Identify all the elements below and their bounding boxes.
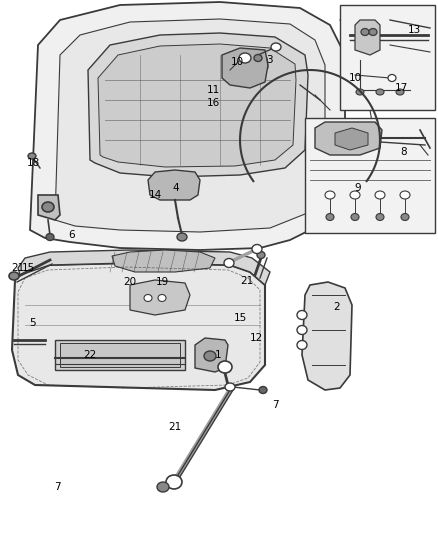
Ellipse shape	[326, 214, 334, 221]
Text: 14: 14	[148, 190, 162, 200]
Text: 22: 22	[83, 350, 97, 360]
Ellipse shape	[271, 43, 281, 51]
Ellipse shape	[325, 191, 335, 199]
Ellipse shape	[9, 272, 19, 280]
Ellipse shape	[239, 53, 251, 63]
Bar	[60, 343, 180, 367]
Ellipse shape	[351, 214, 359, 221]
Ellipse shape	[157, 482, 169, 492]
Text: 3: 3	[266, 55, 272, 65]
Ellipse shape	[204, 351, 216, 361]
Polygon shape	[195, 338, 228, 372]
Ellipse shape	[350, 191, 360, 199]
Ellipse shape	[388, 75, 396, 82]
Ellipse shape	[361, 28, 369, 36]
Text: 10: 10	[230, 57, 244, 67]
Bar	[55, 340, 185, 370]
Ellipse shape	[225, 383, 235, 391]
Ellipse shape	[297, 311, 307, 319]
Polygon shape	[88, 33, 308, 177]
Text: 11: 11	[206, 85, 219, 95]
Polygon shape	[112, 250, 215, 272]
Bar	[340, 5, 435, 110]
Ellipse shape	[297, 326, 307, 335]
Text: 9: 9	[355, 183, 361, 193]
Ellipse shape	[396, 89, 404, 95]
Ellipse shape	[259, 386, 267, 393]
Text: 12: 12	[249, 333, 263, 343]
Text: 20: 20	[124, 277, 137, 287]
Text: 17: 17	[394, 83, 408, 93]
Text: 7: 7	[272, 400, 278, 410]
Polygon shape	[18, 250, 270, 285]
Polygon shape	[98, 44, 296, 167]
Ellipse shape	[177, 233, 187, 241]
Text: 8: 8	[401, 147, 407, 157]
Ellipse shape	[376, 214, 384, 221]
Ellipse shape	[356, 89, 364, 95]
Polygon shape	[355, 20, 380, 55]
Text: 2: 2	[334, 302, 340, 312]
Ellipse shape	[252, 245, 262, 254]
Ellipse shape	[297, 341, 307, 350]
Text: 6: 6	[69, 230, 75, 240]
Bar	[305, 118, 435, 233]
Polygon shape	[38, 195, 60, 220]
Ellipse shape	[254, 54, 262, 61]
Text: 15: 15	[233, 313, 247, 323]
Polygon shape	[148, 170, 200, 200]
Ellipse shape	[28, 153, 36, 159]
Text: 15: 15	[21, 263, 35, 273]
Polygon shape	[222, 48, 268, 88]
Polygon shape	[12, 263, 265, 390]
Text: 1: 1	[215, 350, 221, 360]
Ellipse shape	[257, 252, 265, 259]
Text: 10: 10	[349, 73, 361, 83]
Ellipse shape	[376, 89, 384, 95]
Text: 5: 5	[28, 318, 35, 328]
Ellipse shape	[375, 191, 385, 199]
Ellipse shape	[218, 361, 232, 373]
Ellipse shape	[42, 202, 54, 212]
Ellipse shape	[46, 233, 54, 240]
Polygon shape	[55, 19, 325, 232]
Polygon shape	[335, 128, 368, 150]
Ellipse shape	[144, 295, 152, 302]
Text: 21: 21	[240, 276, 254, 286]
Polygon shape	[302, 282, 352, 390]
Text: 21: 21	[168, 422, 182, 432]
Text: 21: 21	[11, 263, 25, 273]
Text: 16: 16	[206, 98, 219, 108]
Ellipse shape	[401, 214, 409, 221]
Ellipse shape	[158, 295, 166, 302]
Polygon shape	[315, 122, 382, 155]
Text: 13: 13	[407, 25, 420, 35]
Ellipse shape	[224, 259, 234, 268]
Text: 7: 7	[54, 482, 60, 492]
Text: 4: 4	[173, 183, 179, 193]
Ellipse shape	[166, 475, 182, 489]
Ellipse shape	[400, 191, 410, 199]
Text: 19: 19	[155, 277, 169, 287]
Polygon shape	[130, 280, 190, 315]
Text: 18: 18	[26, 158, 39, 168]
Ellipse shape	[369, 28, 377, 36]
Polygon shape	[30, 2, 345, 250]
